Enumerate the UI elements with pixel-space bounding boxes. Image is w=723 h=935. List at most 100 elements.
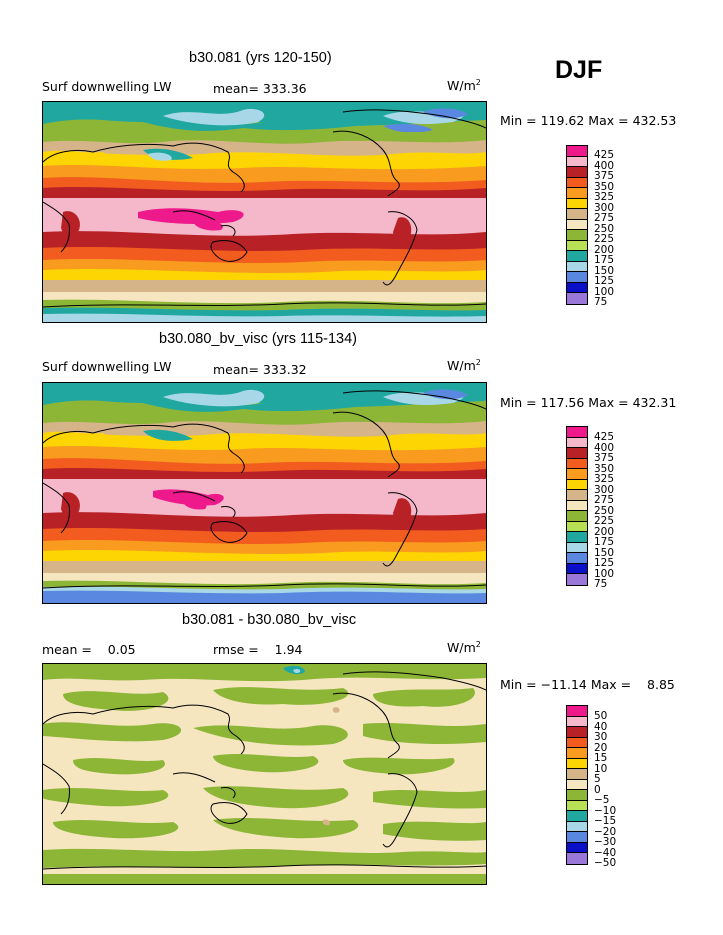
panel-3-colorbar-labels: 50 40 30 20 15 10 5 0 −5 −10 −15 −20 −30… xyxy=(594,711,664,869)
panel-2-title: b30.080_bv_visc (yrs 115-134) xyxy=(159,331,358,347)
level-label: 225 xyxy=(594,233,615,245)
level-label: 150 xyxy=(594,546,615,559)
level-label: 30 xyxy=(594,731,608,743)
level-label: 10 xyxy=(594,762,608,775)
level-label: 20 xyxy=(594,741,608,754)
panel-2-mean: mean= 333.32 xyxy=(213,362,307,377)
level-label: 175 xyxy=(594,254,615,266)
level-label: 50 xyxy=(594,710,608,722)
swatch-350 xyxy=(567,458,587,469)
level-label: 300 xyxy=(594,483,615,496)
panel-2-colorbar xyxy=(566,426,588,586)
panel-1-mean: mean= 333.36 xyxy=(213,81,307,96)
swatch-neg50 xyxy=(567,853,587,864)
swatch-250 xyxy=(567,500,587,511)
level-label: 325 xyxy=(594,473,615,485)
level-label: 150 xyxy=(594,264,615,277)
swatch-100 xyxy=(567,563,587,574)
level-label: 350 xyxy=(594,180,615,193)
level-label: 250 xyxy=(594,222,615,235)
swatch-15 xyxy=(567,748,587,759)
level-label: 75 xyxy=(594,296,608,308)
panel-1-colorbar xyxy=(566,145,588,305)
swatch-150 xyxy=(567,542,587,553)
swatch-150 xyxy=(567,261,587,272)
level-label: −50 xyxy=(594,857,617,869)
swatch-350 xyxy=(567,177,587,188)
level-label: 75 xyxy=(594,578,608,590)
level-label: −40 xyxy=(594,846,617,859)
level-label: 325 xyxy=(594,191,615,203)
panel-2-colorbar-labels: 425 400 375 350 325 300 275 250 225 200 … xyxy=(594,432,664,590)
level-label: 5 xyxy=(594,773,601,785)
panel-2-minmax: Min = 117.56 Max = 432.31 xyxy=(500,395,677,410)
level-label: 425 xyxy=(594,431,615,443)
level-label: 200 xyxy=(594,243,615,256)
swatch-200 xyxy=(567,240,587,251)
panel-3-minmax: Min = −11.14 Max = 8.85 xyxy=(500,677,675,692)
level-label: 175 xyxy=(594,536,615,548)
panel-3-colorbar xyxy=(566,705,588,865)
level-label: 375 xyxy=(594,452,615,464)
swatch-75 xyxy=(567,293,587,304)
level-label: 350 xyxy=(594,462,615,475)
swatch-375 xyxy=(567,448,587,459)
swatch-neg15 xyxy=(567,811,587,822)
swatch-225 xyxy=(567,511,587,522)
panel-2-units: W/m2 xyxy=(447,358,481,374)
panel-3-rmse: rmse = 1.94 xyxy=(213,642,303,657)
level-label: 40 xyxy=(594,720,608,733)
swatch-175 xyxy=(567,251,587,262)
level-label: 200 xyxy=(594,525,615,538)
swatch-175 xyxy=(567,532,587,543)
swatch-325 xyxy=(567,188,587,199)
swatch-75 xyxy=(567,574,587,585)
swatch-10 xyxy=(567,758,587,769)
level-label: 375 xyxy=(594,170,615,182)
level-label: 400 xyxy=(594,159,615,172)
swatch-400 xyxy=(567,437,587,448)
swatch-400 xyxy=(567,156,587,167)
swatch-30 xyxy=(567,727,587,738)
level-label: 275 xyxy=(594,494,615,506)
panel-1-units: W/m2 xyxy=(447,78,481,94)
level-label: 300 xyxy=(594,201,615,214)
swatch-300 xyxy=(567,479,587,490)
swatch-20 xyxy=(567,737,587,748)
level-label: −30 xyxy=(594,836,617,848)
swatch-375 xyxy=(567,167,587,178)
level-label: 400 xyxy=(594,441,615,454)
panel-2-map xyxy=(42,382,487,604)
level-label: −15 xyxy=(594,815,617,827)
swatch-neg5 xyxy=(567,790,587,801)
level-label: 15 xyxy=(594,752,608,764)
level-label: 275 xyxy=(594,212,615,224)
level-label: −5 xyxy=(594,794,610,806)
swatch-300 xyxy=(567,198,587,209)
level-label: 125 xyxy=(594,275,615,287)
panel-3-title: b30.081 - b30.080_bv_visc xyxy=(182,612,357,628)
panel-1-minmax: Min = 119.62 Max = 432.53 xyxy=(500,113,677,128)
swatch-5 xyxy=(567,769,587,780)
panel-3-map xyxy=(42,663,487,885)
swatch-200 xyxy=(567,521,587,532)
swatch-50 xyxy=(567,706,587,717)
swatch-250 xyxy=(567,219,587,230)
panel-1-map xyxy=(42,101,487,323)
swatch-40 xyxy=(567,716,587,727)
swatch-125 xyxy=(567,272,587,283)
swatch-275 xyxy=(567,490,587,501)
panel-1-colorbar-labels: 425 400 375 350 325 300 275 250 225 200 … xyxy=(594,150,664,308)
level-label: 225 xyxy=(594,515,615,527)
swatch-neg30 xyxy=(567,832,587,843)
swatch-100 xyxy=(567,282,587,293)
level-label: −10 xyxy=(594,804,617,817)
level-label: −20 xyxy=(594,825,617,838)
season-label: DJF xyxy=(555,56,603,84)
swatch-0 xyxy=(567,779,587,790)
level-label: 0 xyxy=(594,783,601,796)
panel-1-title: b30.081 (yrs 120-150) xyxy=(189,50,332,66)
swatch-neg20 xyxy=(567,821,587,832)
swatch-neg40 xyxy=(567,842,587,853)
swatch-275 xyxy=(567,209,587,220)
